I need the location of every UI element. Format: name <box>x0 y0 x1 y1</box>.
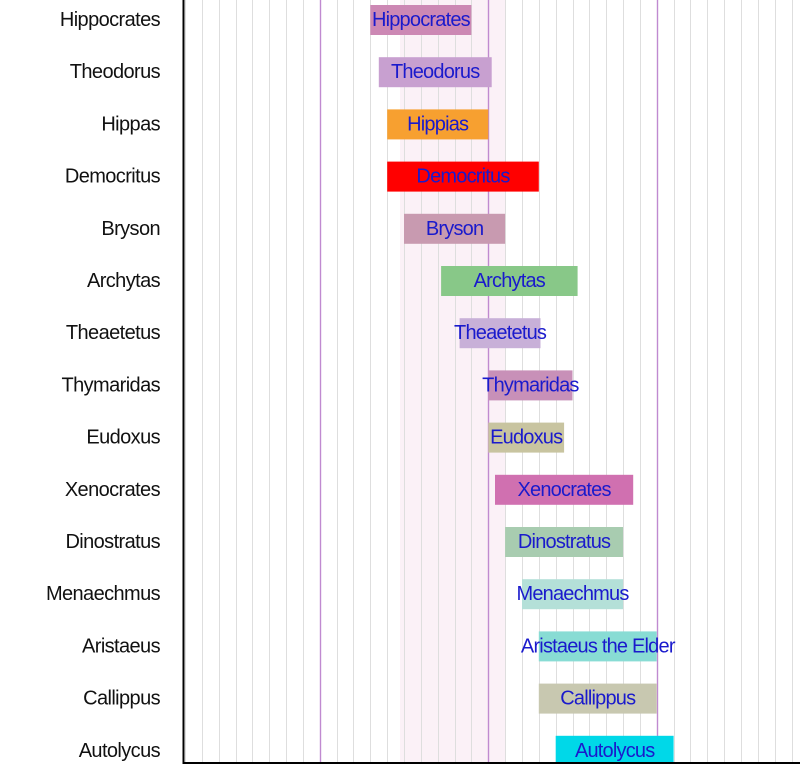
bar-label: Xenocrates <box>518 479 612 501</box>
bar-label: Hippocrates <box>372 9 471 31</box>
timeline-bar <box>522 579 624 610</box>
timeline-bar <box>387 161 539 192</box>
bar-labels: Hippocrates Theodorus Hippias Democritus Bry… <box>372 9 677 762</box>
row-label: Callippus <box>83 688 160 710</box>
bar-label: Theodorus <box>391 61 480 83</box>
row-label: Menaechmus <box>46 583 161 605</box>
row-label: Dinostratus <box>65 531 160 553</box>
bar-label: Aristaeus the Elder <box>521 635 676 657</box>
row-label: Hippocrates <box>60 9 161 31</box>
row-label: Thymaridas <box>62 374 161 396</box>
bar-label: Theaetetus <box>454 322 547 344</box>
timeline-bar <box>488 370 573 401</box>
timeline-bar <box>370 5 472 35</box>
timeline-bar <box>495 474 634 505</box>
timeline-bar <box>404 213 506 244</box>
bar-label: Hippias <box>407 113 469 135</box>
row-label: Aristaeus <box>82 635 161 657</box>
timeline-bar <box>459 318 541 349</box>
row-label: Theodorus <box>70 61 161 83</box>
bar-label: Democritus <box>416 166 510 188</box>
bar-label: Eudoxus <box>490 427 563 449</box>
row-label: Eudoxus <box>86 427 160 449</box>
row-label: Bryson <box>101 218 160 240</box>
bar-label: Bryson <box>426 218 483 240</box>
timeline-bar <box>538 683 657 714</box>
bar-label: Dinostratus <box>518 531 611 553</box>
bars <box>370 5 674 764</box>
row-labels: Hippocrates Theodorus Hippas Democritus Brys… <box>46 9 161 762</box>
row-label: Autolycus <box>79 740 161 762</box>
row-label: Democritus <box>65 166 161 188</box>
timeline-bar <box>488 422 565 453</box>
row-label: Xenocrates <box>65 479 161 501</box>
timeline-bar <box>555 735 674 764</box>
bar-label: Autolycus <box>575 740 655 762</box>
bar-label: Callippus <box>560 688 636 710</box>
row-label: Archytas <box>87 270 161 292</box>
bar-label: Thymaridas <box>482 374 579 396</box>
timeline-bar <box>441 266 578 296</box>
timeline-bar <box>378 57 492 88</box>
row-label: Theaetetus <box>66 322 161 344</box>
timeline-bar <box>387 109 489 140</box>
bar-label: Archytas <box>474 270 546 292</box>
timeline-bar <box>505 527 623 557</box>
timeline-bar <box>538 631 657 662</box>
row-label: Hippas <box>101 113 160 135</box>
bar-label: Menaechmus <box>516 583 629 605</box>
